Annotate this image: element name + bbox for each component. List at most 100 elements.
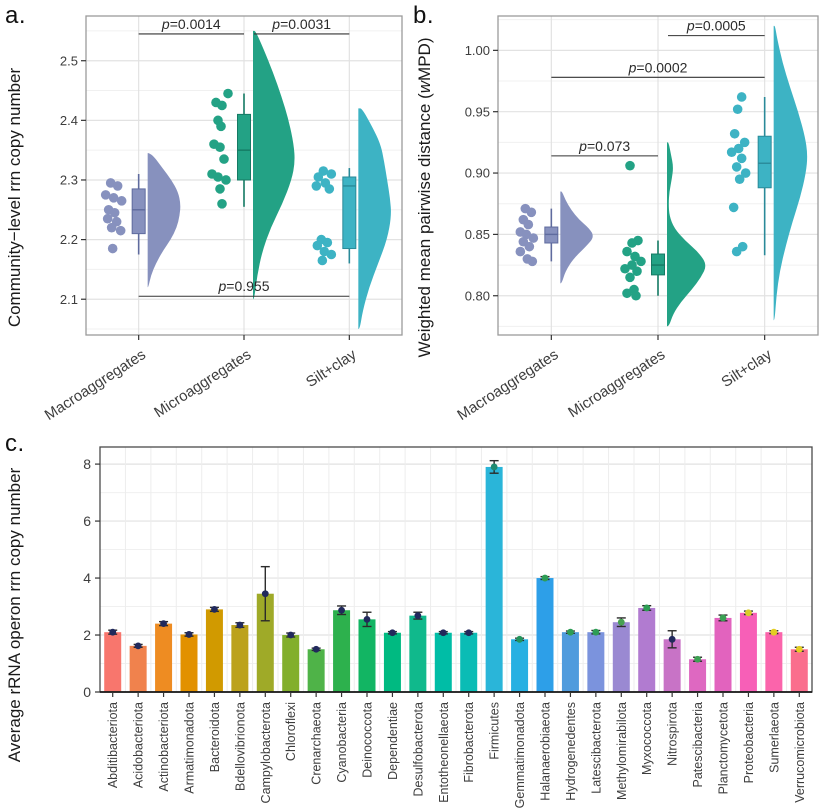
panel-c-label: c. xyxy=(5,430,25,457)
jitter-dot xyxy=(740,168,751,178)
bar-Sumerlaeota xyxy=(765,632,783,692)
category-label: Gemmatimonadota xyxy=(513,702,527,808)
jitter-dot xyxy=(215,142,225,152)
pvalue-label: p=0.0031 xyxy=(271,16,331,32)
bar-Firmicutes xyxy=(485,466,503,692)
mean-marker xyxy=(185,631,193,638)
mean-marker xyxy=(236,621,244,629)
mean-marker xyxy=(643,604,651,612)
y-tick-label: 1.00 xyxy=(465,43,490,58)
bar-Acidobacteriota xyxy=(129,645,147,692)
category-label: Methylomirabilota xyxy=(615,702,629,800)
category-label: Actinobacteriota xyxy=(157,702,171,792)
category-label: Entotheonellaeota xyxy=(437,702,451,803)
mean-marker xyxy=(211,605,218,613)
jitter-dot xyxy=(728,202,739,213)
jitter-dot xyxy=(317,255,328,266)
jitter-dot xyxy=(739,137,750,148)
jitter-dot xyxy=(736,153,747,164)
mean-marker xyxy=(338,606,345,614)
y-tick-label: 0 xyxy=(83,684,91,700)
category-label: Silt+clay xyxy=(303,346,360,391)
jitter-dot xyxy=(324,184,335,194)
category-label: Hydrogenedentes xyxy=(564,702,578,801)
category-label: Dependentiae xyxy=(386,702,400,780)
category-label: Latescibacterota xyxy=(589,702,603,794)
jitter-dot xyxy=(221,175,231,185)
jitter-dot xyxy=(106,222,117,233)
category-label: Deinococcota xyxy=(361,702,375,778)
violin-Silt+clay xyxy=(358,108,391,330)
jitter-dot xyxy=(107,243,118,254)
bar-Latescibacterota xyxy=(587,632,605,692)
jitter-dot xyxy=(115,225,126,236)
jitter-dot xyxy=(622,246,632,257)
panel-b-label: b. xyxy=(413,2,435,29)
y-tick-label: 0.95 xyxy=(465,104,490,119)
jitter-dot xyxy=(527,256,538,267)
mean-marker xyxy=(287,631,295,639)
jitter-dot xyxy=(731,246,742,257)
y-tick-label: 0.90 xyxy=(465,166,490,181)
jitter-dot xyxy=(622,288,632,299)
violin-Macroaggregates xyxy=(560,191,593,284)
boxplot-Silt+clay xyxy=(342,176,357,250)
mean-marker xyxy=(541,574,549,582)
category-label: Silt+clay xyxy=(718,346,775,391)
bar-Chloroflexi xyxy=(282,635,300,692)
bar-Methylomirabilota xyxy=(612,622,630,692)
jitter-dot xyxy=(526,207,537,218)
bar-Campylobacterota xyxy=(256,593,274,692)
y-tick-label: 2 xyxy=(83,627,91,643)
mean-marker xyxy=(160,620,167,628)
category-label: Macroaggregates xyxy=(42,346,149,424)
bar-Bdellovibrionota xyxy=(231,625,249,692)
mean-marker xyxy=(109,628,117,636)
jitter-dot xyxy=(627,238,637,248)
pvalue-label: p=0.073 xyxy=(578,138,630,154)
jitter-dot xyxy=(732,104,743,115)
bar-Actinobacteriota xyxy=(155,623,173,692)
violin-Silt+clay xyxy=(773,25,808,321)
mean-marker xyxy=(719,614,727,622)
jitter-dot xyxy=(631,290,641,301)
jitter-dot xyxy=(322,237,333,248)
category-label: Cyanobacteria xyxy=(335,702,349,783)
y-tick-label: 8 xyxy=(83,456,91,472)
mean-marker xyxy=(617,618,625,626)
jitter-dot xyxy=(311,181,322,191)
y-tick-label: 2.2 xyxy=(60,232,78,247)
mean-marker xyxy=(795,645,803,653)
bar-Fibrobacterota xyxy=(460,632,478,692)
violin-Microaggregates xyxy=(253,30,295,300)
jitter-dot xyxy=(636,256,646,267)
mean-marker xyxy=(592,628,600,636)
category-label: Microaggregates xyxy=(151,346,254,421)
mean-marker xyxy=(770,628,778,636)
category-label: Firmicutes xyxy=(488,702,502,760)
jitter-dot xyxy=(625,272,635,283)
category-label: Chloroflexi xyxy=(284,702,298,761)
violin-Microaggregates xyxy=(667,142,706,327)
mean-marker xyxy=(363,615,371,623)
bar-Desulfobacterota xyxy=(409,615,427,692)
y-tick-label: 2.1 xyxy=(60,292,78,307)
pvalue-label: p=0.0005 xyxy=(686,18,746,34)
jitter-dot xyxy=(632,266,642,277)
bar-Bacteroidota xyxy=(205,609,223,692)
y-tick-label: 0.85 xyxy=(465,227,490,242)
category-label: Microaggregates xyxy=(565,346,668,421)
bar-Myxococcota xyxy=(638,607,656,692)
mean-marker xyxy=(312,645,320,653)
bar-Entotheonellaeota xyxy=(434,632,452,692)
category-label: Fibrobacterota xyxy=(462,702,476,783)
y-axis-title: Average rRNA operon rrn copy number xyxy=(5,467,24,762)
panel-a-chart: p=0.0014 p=0.0031 p=0.955 2.1 2.2 2.3 2.4 2.5 Ma… xyxy=(5,15,403,424)
y-tick-label: 0.80 xyxy=(465,288,490,303)
boxplot-Macroaggregates xyxy=(131,188,146,235)
jitter-dot xyxy=(313,172,324,182)
jitter-dot xyxy=(109,207,120,218)
mean-marker xyxy=(567,628,574,636)
bar-Halanaerobiaeota xyxy=(536,578,554,692)
